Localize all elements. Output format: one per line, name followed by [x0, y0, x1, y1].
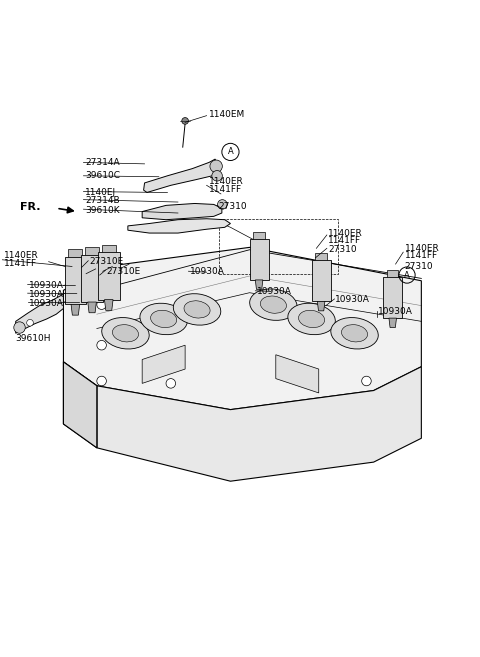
Ellipse shape — [341, 325, 368, 342]
Text: 1141FF: 1141FF — [4, 259, 37, 268]
Text: 1140ER: 1140ER — [328, 229, 363, 238]
Polygon shape — [81, 255, 103, 302]
Text: 10930A: 10930A — [336, 296, 370, 304]
Ellipse shape — [140, 304, 187, 334]
Text: 39610C: 39610C — [85, 171, 120, 180]
Text: 27310E: 27310E — [107, 267, 141, 276]
Text: 1140ER: 1140ER — [405, 244, 439, 253]
Ellipse shape — [102, 317, 149, 349]
Circle shape — [217, 200, 227, 209]
Text: 27314B: 27314B — [85, 196, 120, 205]
Ellipse shape — [184, 301, 210, 318]
Polygon shape — [16, 294, 63, 333]
Polygon shape — [276, 355, 319, 393]
Polygon shape — [102, 244, 116, 252]
Ellipse shape — [299, 310, 324, 328]
Circle shape — [182, 118, 189, 124]
Text: 27310E: 27310E — [90, 257, 124, 266]
Text: 1140EJ: 1140EJ — [85, 188, 116, 197]
Bar — [218, 219, 338, 273]
Polygon shape — [105, 300, 113, 310]
Polygon shape — [88, 302, 96, 313]
Text: 39610H: 39610H — [16, 334, 51, 344]
Text: 10930A: 10930A — [190, 267, 225, 276]
Polygon shape — [85, 247, 99, 255]
Ellipse shape — [260, 296, 287, 313]
Circle shape — [97, 376, 107, 386]
Text: 1140EM: 1140EM — [209, 110, 245, 119]
Text: 27310: 27310 — [328, 245, 357, 254]
Circle shape — [14, 322, 25, 333]
Polygon shape — [98, 252, 120, 300]
Polygon shape — [65, 257, 86, 304]
Polygon shape — [387, 270, 398, 277]
Ellipse shape — [173, 294, 221, 325]
Polygon shape — [142, 345, 185, 384]
Text: 27314A: 27314A — [85, 158, 120, 167]
Polygon shape — [128, 219, 230, 233]
Ellipse shape — [288, 304, 336, 334]
Circle shape — [27, 319, 34, 326]
Text: A: A — [228, 147, 233, 156]
Polygon shape — [250, 238, 268, 280]
Text: 1140ER: 1140ER — [4, 252, 38, 260]
Text: 1140ER: 1140ER — [209, 177, 244, 186]
Text: 1141FF: 1141FF — [328, 236, 361, 245]
Polygon shape — [63, 362, 97, 448]
Polygon shape — [315, 254, 327, 260]
Polygon shape — [71, 304, 80, 315]
Text: FR.: FR. — [21, 202, 41, 212]
Polygon shape — [389, 318, 396, 328]
Polygon shape — [63, 248, 421, 409]
Circle shape — [210, 160, 222, 172]
Text: 10930A: 10930A — [257, 286, 291, 296]
Polygon shape — [317, 302, 325, 311]
Ellipse shape — [151, 310, 177, 328]
Text: A: A — [404, 271, 410, 279]
Polygon shape — [383, 277, 402, 318]
Circle shape — [212, 171, 222, 181]
Ellipse shape — [112, 325, 139, 342]
Polygon shape — [142, 204, 222, 219]
Text: 39610K: 39610K — [85, 206, 120, 215]
Text: 27310: 27310 — [405, 262, 433, 271]
Polygon shape — [312, 260, 331, 302]
Polygon shape — [68, 250, 83, 257]
Ellipse shape — [331, 317, 378, 349]
Circle shape — [97, 340, 107, 350]
Text: 27310: 27310 — [218, 202, 247, 212]
Text: 1141FF: 1141FF — [209, 185, 242, 194]
Text: 1141FF: 1141FF — [405, 252, 438, 260]
Ellipse shape — [250, 289, 297, 321]
Text: 10930A: 10930A — [29, 290, 64, 299]
Text: 10930A: 10930A — [29, 299, 64, 307]
Text: 10930A: 10930A — [29, 281, 64, 290]
Circle shape — [166, 378, 176, 388]
Polygon shape — [255, 280, 263, 289]
Polygon shape — [97, 367, 421, 481]
Circle shape — [362, 376, 371, 386]
Text: 10930A: 10930A — [378, 307, 413, 316]
Polygon shape — [253, 232, 265, 238]
Circle shape — [97, 300, 107, 309]
Polygon shape — [144, 159, 217, 193]
Polygon shape — [63, 362, 97, 448]
